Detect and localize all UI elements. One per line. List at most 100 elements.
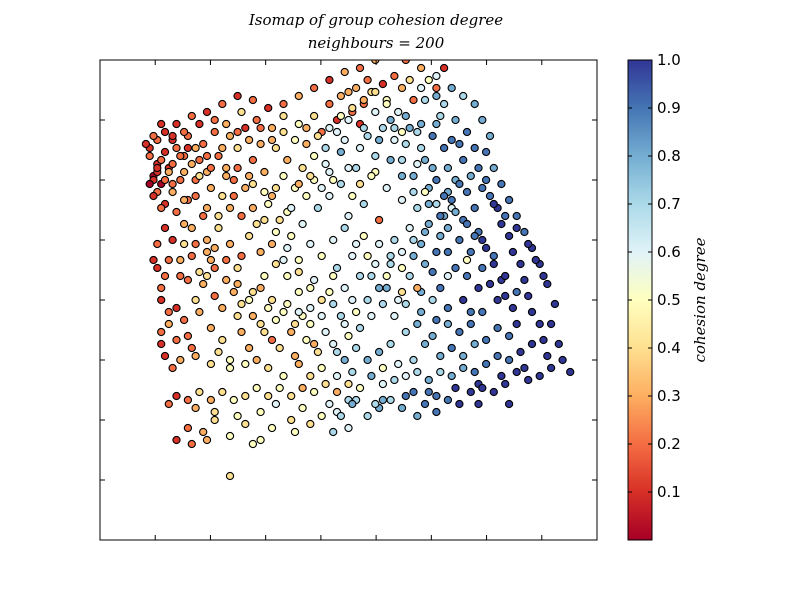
scatter-point: [351, 239, 361, 249]
scatter-point: [524, 375, 533, 385]
scatter-point: [374, 347, 384, 357]
scatter-point: [432, 71, 441, 81]
scatter-point: [271, 227, 281, 237]
scatter-point: [179, 167, 189, 177]
scatter-point: [290, 427, 300, 437]
scatter-point: [179, 239, 189, 249]
scatter-point: [172, 303, 181, 313]
scatter-point: [168, 131, 177, 141]
scatter-point: [409, 387, 418, 397]
scatter-point: [481, 335, 491, 345]
scatter-point: [256, 407, 265, 417]
scatter-point: [279, 127, 288, 137]
scatter-point: [374, 215, 384, 225]
scatter-point: [374, 283, 384, 293]
scatter-point: [252, 355, 261, 365]
scatter-point: [202, 151, 212, 161]
scatter-point: [168, 363, 177, 373]
scatter-point: [485, 191, 495, 201]
scatter-point: [218, 387, 227, 397]
scatter-point: [267, 239, 277, 249]
scatter-point: [202, 235, 212, 245]
scatter-point: [199, 427, 208, 437]
scatter-point: [508, 247, 518, 257]
scatter-point: [164, 307, 173, 317]
scatter-point: [401, 139, 410, 149]
scatter-point: [172, 335, 181, 345]
scatter-point: [149, 191, 158, 201]
scatter-point: [405, 123, 414, 133]
scatter-point: [416, 239, 426, 249]
scatter-point: [325, 99, 334, 109]
scatter-point: [210, 291, 219, 301]
scatter-point: [466, 307, 475, 317]
scatter-point: [451, 115, 460, 125]
scatter-point: [218, 303, 227, 313]
scatter-point: [329, 299, 338, 309]
scatter-point: [233, 91, 242, 101]
scatter-point: [283, 155, 292, 165]
scatter-point: [271, 399, 281, 409]
scatter-point: [359, 231, 368, 241]
scatter-point: [355, 383, 365, 393]
scatter-point: [298, 403, 307, 413]
scatter-point: [225, 131, 235, 141]
scatter-point: [229, 395, 238, 405]
scatter-point: [493, 351, 502, 361]
scatter-point: [302, 191, 311, 201]
scatter-point: [524, 291, 533, 301]
scatter-point: [436, 283, 445, 293]
scatter-point: [329, 427, 338, 437]
scatter-point: [179, 195, 189, 205]
scatter-point: [481, 243, 491, 253]
scatter-point: [233, 279, 242, 289]
scatter-point: [267, 335, 277, 345]
scatter-point: [248, 439, 258, 449]
scatter-point: [279, 307, 288, 317]
scatter-point: [214, 347, 223, 357]
scatter-point: [294, 287, 303, 297]
scatter-point: [187, 223, 196, 233]
scatter-point: [378, 395, 388, 405]
scatter-point: [252, 219, 261, 229]
scatter-point: [153, 163, 162, 173]
scatter-point: [172, 143, 181, 153]
scatter-point: [306, 371, 315, 381]
scatter-point: [390, 235, 399, 245]
scatter-point: [233, 411, 242, 421]
scatter-point: [325, 399, 334, 409]
scatter-point: [206, 359, 216, 369]
scatter-point: [183, 143, 193, 153]
scatter-point: [241, 359, 250, 369]
scatter-point: [462, 187, 472, 197]
scatter-points: [141, 60, 575, 481]
scatter-point: [264, 199, 273, 209]
scatter-point: [172, 119, 181, 129]
scatter-point: [252, 115, 261, 125]
scatter-point: [325, 75, 334, 85]
scatter-point: [432, 175, 441, 185]
scatter-point: [336, 111, 346, 121]
scatter-point: [340, 67, 349, 77]
scatter-point: [248, 179, 258, 189]
scatter-point: [459, 363, 468, 373]
scatter-point: [199, 211, 208, 221]
scatter-point: [401, 371, 410, 381]
scatter-point: [294, 307, 303, 317]
scatter-point: [470, 143, 479, 153]
scatter-point: [241, 419, 250, 429]
scatter-point: [439, 99, 449, 109]
scatter-point: [214, 223, 223, 233]
scatter-point: [420, 399, 430, 409]
scatter-point: [187, 111, 196, 121]
scatter-point: [210, 127, 219, 137]
scatter-point: [504, 231, 514, 241]
scatter-point: [455, 327, 464, 337]
scatter-point: [279, 99, 288, 109]
scatter-point: [397, 403, 407, 413]
scatter-point: [481, 147, 491, 157]
colorbar-label: cohesion degree: [691, 237, 709, 362]
scatter-point: [195, 307, 204, 317]
scatter-point: [447, 135, 456, 145]
